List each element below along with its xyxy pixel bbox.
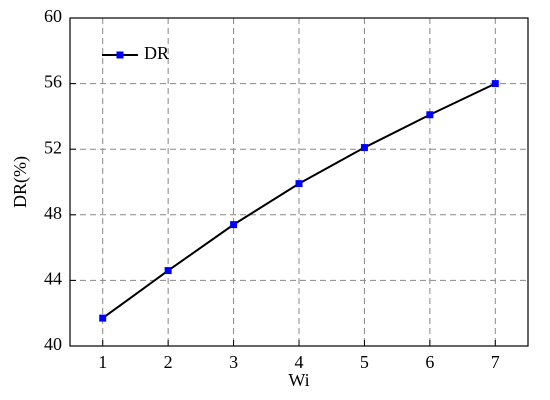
y-axis-label: DR(%) <box>10 156 31 208</box>
x-tick-label: 7 <box>491 352 500 372</box>
x-tick-label: 3 <box>229 352 238 372</box>
x-tick-label: 5 <box>360 352 369 372</box>
legend-label: DR <box>144 43 169 63</box>
data-marker <box>99 314 107 322</box>
data-marker <box>360 144 368 152</box>
y-tick-label: 56 <box>44 72 62 92</box>
y-tick-label: 48 <box>44 203 62 223</box>
plot-frame <box>69 17 529 347</box>
y-tick-label: 60 <box>44 6 62 26</box>
x-tick-label: 1 <box>98 352 107 372</box>
x-axis-label: Wi <box>288 370 309 390</box>
y-tick-label: 52 <box>44 137 62 157</box>
data-marker <box>295 180 303 188</box>
data-marker <box>491 80 499 88</box>
x-tick-label: 6 <box>425 352 434 372</box>
y-tick-label: 40 <box>44 334 62 354</box>
y-tick-label: 44 <box>44 269 62 289</box>
legend-marker <box>116 51 124 59</box>
data-marker <box>426 111 434 119</box>
x-tick-label: 2 <box>164 352 173 372</box>
x-tick-label: 4 <box>295 352 304 372</box>
data-marker <box>164 267 172 275</box>
data-marker <box>230 221 238 229</box>
